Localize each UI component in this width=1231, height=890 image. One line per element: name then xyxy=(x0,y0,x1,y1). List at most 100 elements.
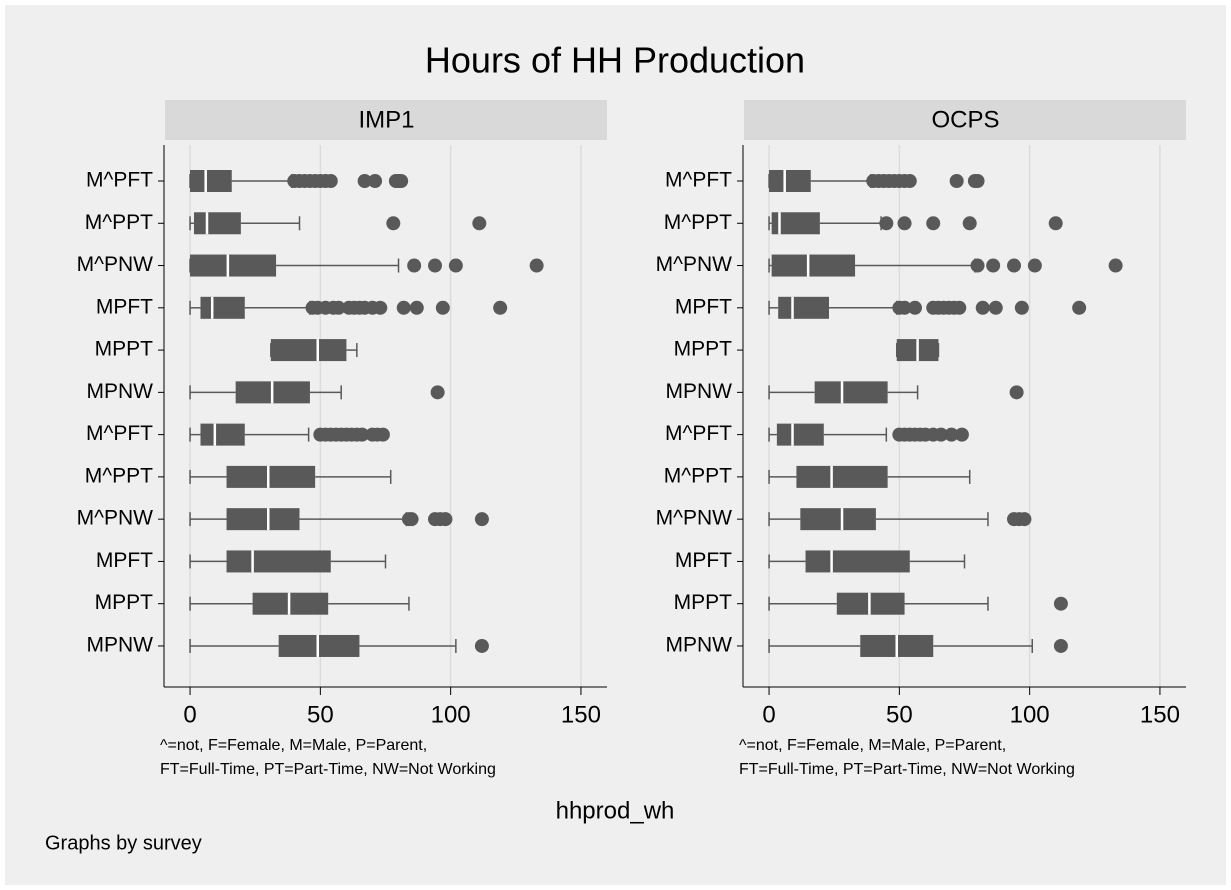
outlier xyxy=(1027,258,1042,273)
outlier xyxy=(448,258,463,273)
outlier xyxy=(529,258,544,273)
y-tick-label: MPNW xyxy=(87,380,154,403)
box xyxy=(836,592,905,615)
outlier xyxy=(897,300,912,315)
box xyxy=(200,423,245,446)
outlier xyxy=(1048,216,1063,231)
box xyxy=(778,296,829,319)
y-tick-label: MPFT xyxy=(96,295,153,318)
panel-note: FT=Full-Time, PT=Part-Time, NW=Not Worki… xyxy=(739,761,1075,778)
panel-title-strip xyxy=(744,100,1186,140)
box xyxy=(805,550,910,573)
x-axis-label: hhprod_wh xyxy=(556,797,675,824)
panel-note: FT=Full-Time, PT=Part-Time, NW=Not Worki… xyxy=(160,761,496,778)
outlier xyxy=(323,174,338,188)
x-tick-label: 0 xyxy=(183,701,196,728)
box xyxy=(252,592,329,615)
outlier xyxy=(907,300,922,315)
outlier xyxy=(409,300,424,315)
outlier xyxy=(970,258,985,273)
box xyxy=(226,550,331,573)
box xyxy=(769,170,811,192)
box xyxy=(226,508,300,531)
x-tick-label: 0 xyxy=(762,701,775,728)
outlier xyxy=(879,216,894,231)
outlier xyxy=(902,174,917,188)
box xyxy=(800,508,876,531)
box xyxy=(200,296,245,319)
outlier xyxy=(331,300,346,315)
y-tick-label: M^PFT xyxy=(665,422,732,445)
outlier xyxy=(394,174,409,188)
outlier xyxy=(1009,385,1024,400)
outlier xyxy=(430,385,445,400)
outlier xyxy=(474,638,489,653)
outlier xyxy=(975,300,990,315)
outlier xyxy=(1053,638,1068,653)
y-tick-label: M^PFT xyxy=(665,169,732,192)
outlier xyxy=(952,300,967,315)
outlier xyxy=(357,174,372,188)
outlier xyxy=(407,258,422,273)
y-tick-label: MPPT xyxy=(95,338,154,361)
outlier xyxy=(428,258,443,273)
outlier xyxy=(949,174,964,188)
box xyxy=(278,634,360,657)
y-tick-label: M^PNW xyxy=(656,253,733,276)
box xyxy=(776,423,824,446)
box xyxy=(226,465,316,488)
panel-note: ^=not, F=Female, M=Male, P=Parent, xyxy=(739,737,1006,754)
y-tick-label: MPNW xyxy=(666,634,733,657)
box xyxy=(814,381,888,404)
outlier xyxy=(493,300,508,315)
note: Graphs by survey xyxy=(45,832,202,854)
outlier xyxy=(962,216,977,231)
y-tick-label: MPFT xyxy=(675,295,732,318)
outlier xyxy=(355,427,370,442)
outlier xyxy=(386,216,401,231)
chart-title: Hours of HH Production xyxy=(425,40,805,81)
panel-note: ^=not, F=Female, M=Male, P=Parent, xyxy=(160,737,427,754)
outlier xyxy=(1053,596,1068,611)
outlier xyxy=(1007,258,1022,273)
outlier xyxy=(1017,512,1032,527)
y-tick-label: M^PPT xyxy=(664,211,732,234)
panel-title-strip xyxy=(165,100,607,140)
outlier xyxy=(934,427,949,442)
outlier xyxy=(1108,258,1123,273)
x-tick-label: 100 xyxy=(431,701,471,728)
outlier xyxy=(396,300,411,315)
y-tick-label: M^PFT xyxy=(86,169,153,192)
y-tick-label: MPPT xyxy=(674,591,733,614)
box xyxy=(270,339,347,362)
outlier xyxy=(375,427,390,442)
outlier xyxy=(373,300,388,315)
box xyxy=(193,212,241,235)
y-tick-label: M^PFT xyxy=(86,422,153,445)
outlier xyxy=(472,216,487,231)
outlier xyxy=(944,427,959,442)
x-tick-label: 100 xyxy=(1010,701,1050,728)
y-tick-label: MPPT xyxy=(674,338,733,361)
x-tick-label: 150 xyxy=(561,701,601,728)
y-tick-label: MPPT xyxy=(95,591,154,614)
outlier xyxy=(435,300,450,315)
outlier xyxy=(474,512,489,527)
outlier xyxy=(438,512,453,527)
box xyxy=(771,212,820,235)
box xyxy=(771,254,856,277)
y-tick-label: M^PNW xyxy=(77,253,154,276)
y-tick-label: M^PPT xyxy=(664,464,732,487)
outlier xyxy=(404,512,419,527)
box xyxy=(190,254,277,277)
y-tick-label: M^PNW xyxy=(77,507,154,530)
outlier xyxy=(988,300,1003,315)
y-tick-label: MPFT xyxy=(675,549,732,572)
outlier xyxy=(1014,300,1029,315)
y-tick-label: MPFT xyxy=(96,549,153,572)
x-tick-label: 150 xyxy=(1140,701,1180,728)
y-tick-label: M^PPT xyxy=(85,211,153,234)
y-tick-label: M^PNW xyxy=(656,507,733,530)
y-tick-label: MPNW xyxy=(87,634,154,657)
